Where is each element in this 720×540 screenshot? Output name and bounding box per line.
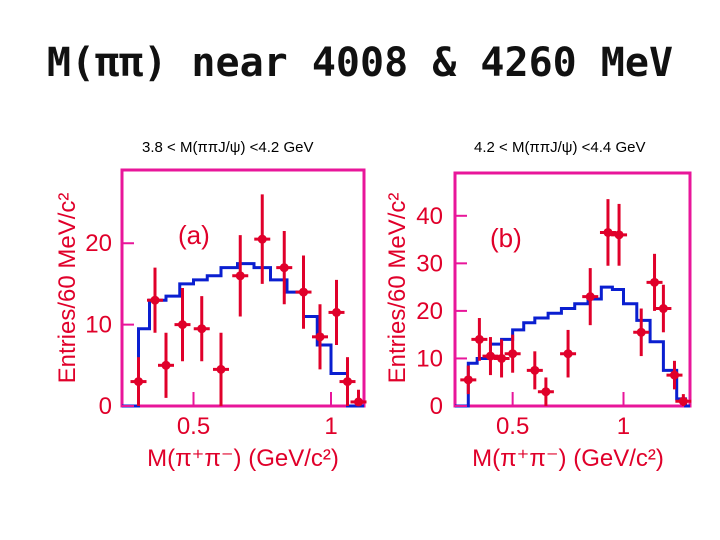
- data-point: [526, 351, 543, 390]
- data-point: [174, 288, 191, 362]
- data-point: [295, 255, 312, 329]
- data-point: [646, 253, 663, 311]
- data-marker: [216, 364, 226, 374]
- x-tick-label: 0.5: [177, 413, 210, 440]
- data-point: [560, 329, 577, 378]
- data-marker: [150, 295, 160, 305]
- data-marker: [134, 377, 143, 387]
- data-marker: [343, 377, 352, 387]
- plot-frame: [453, 171, 692, 408]
- y-tick-label: 10: [85, 312, 112, 339]
- data-point: [537, 377, 554, 406]
- data-marker: [474, 334, 484, 344]
- data-marker: [315, 332, 325, 342]
- data-marker: [332, 307, 341, 317]
- data-marker: [354, 397, 363, 407]
- data-marker: [603, 227, 613, 237]
- data-point: [471, 318, 488, 361]
- data-marker: [161, 360, 171, 370]
- data-point: [675, 394, 692, 406]
- data-point: [232, 235, 249, 317]
- mc-histogram: [455, 285, 690, 408]
- y-axis-title: Entries/60 MeV/c²: [54, 193, 81, 384]
- data-marker: [197, 324, 207, 334]
- data-marker: [530, 365, 540, 375]
- data-point: [350, 389, 367, 407]
- data-point: [504, 334, 521, 373]
- data-marker: [658, 304, 668, 314]
- plot-frame: [120, 168, 366, 408]
- data-point: [193, 296, 210, 362]
- data-marker: [257, 234, 267, 244]
- data-point: [582, 268, 599, 326]
- slide-title: M(ππ) near 4008 & 4260 MeV: [46, 40, 674, 86]
- data-marker: [463, 375, 473, 385]
- data-marker: [563, 349, 573, 359]
- data-marker: [614, 230, 624, 240]
- data-marker: [669, 370, 679, 380]
- x-tick-label: 1: [324, 413, 337, 440]
- data-point: [130, 357, 147, 406]
- data-point: [633, 308, 650, 357]
- data-marker: [235, 271, 245, 281]
- data-point: [158, 332, 174, 398]
- panel-a: 0 10 20 0.5 1 Entries/60 MeV/c² M(π⁺π⁻) (GeV/c…: [54, 168, 367, 472]
- y-tick-label: 20: [416, 298, 443, 325]
- y-tick-label: 20: [85, 230, 112, 257]
- y-tick-label: 40: [416, 203, 443, 230]
- panel-b: 0 10 20 30 40 0.5 1 Entries/60 MeV/c² M(π⁺π⁻) (G…: [384, 171, 692, 472]
- y-tick-label: 0: [99, 393, 112, 420]
- mass-cut-label-a: 3.8 < M(ππJ/ψ) <4.2 GeV: [142, 139, 314, 156]
- x-tick-label: 0.5: [496, 413, 529, 440]
- data-point: [655, 284, 672, 333]
- mass-cut-label-b: 4.2 < M(ππJ/ψ) <4.4 GeV: [474, 139, 646, 156]
- data-point: [213, 332, 229, 406]
- data-point: [611, 203, 628, 266]
- x-axis-title: M(π⁺π⁻) (GeV/c²): [147, 445, 339, 472]
- data-marker: [508, 349, 518, 359]
- data-point: [312, 304, 328, 370]
- mc-histogram: [122, 262, 364, 408]
- data-marker: [541, 387, 551, 397]
- data-marker: [650, 277, 660, 287]
- panel-label: (a): [178, 220, 210, 250]
- data-marker: [299, 287, 308, 297]
- data-marker: [585, 292, 595, 302]
- y-tick-label: 10: [416, 345, 443, 372]
- data-marker: [485, 351, 495, 361]
- data-point: [482, 337, 499, 376]
- data-marker: [279, 263, 289, 273]
- data-marker: [678, 396, 688, 406]
- panel-label: (b): [490, 223, 522, 253]
- data-marker: [497, 353, 507, 363]
- data-point: [460, 365, 477, 395]
- data-point: [599, 199, 616, 266]
- data-marker: [178, 320, 187, 330]
- data-point: [666, 360, 683, 390]
- y-axis-title: Entries/60 MeV/c²: [384, 193, 411, 384]
- data-point: [254, 194, 271, 284]
- x-axis-title: M(π⁺π⁻) (GeV/c²): [472, 445, 664, 472]
- data-point: [339, 357, 356, 406]
- data-marker: [636, 327, 646, 337]
- data-point: [276, 231, 293, 305]
- data-point: [493, 339, 510, 378]
- data-point: [147, 267, 163, 333]
- data-point: [328, 279, 345, 345]
- y-tick-label: 30: [416, 250, 443, 277]
- y-tick-label: 0: [430, 393, 443, 420]
- x-tick-label: 1: [617, 413, 630, 440]
